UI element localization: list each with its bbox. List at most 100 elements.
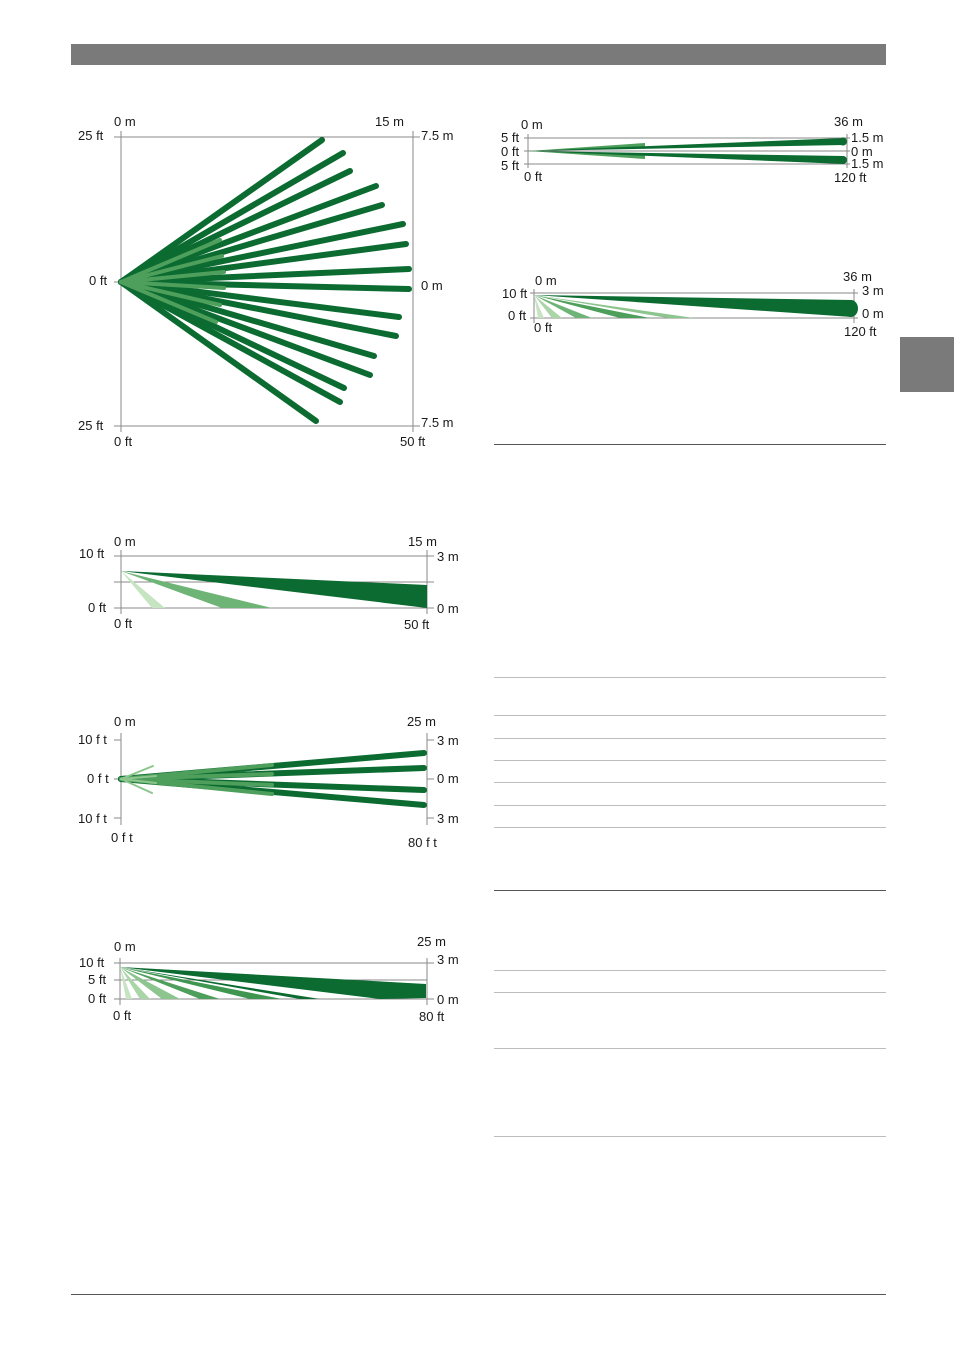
right-bottom-label: 3 m bbox=[437, 811, 459, 826]
table-rule bbox=[494, 1136, 886, 1137]
section-rule bbox=[494, 444, 886, 445]
zone-light bbox=[121, 571, 272, 608]
bottom-left-label: 0 ft bbox=[534, 320, 552, 335]
frame bbox=[524, 134, 850, 168]
zone-beam-mid-1 bbox=[119, 238, 222, 284]
zone-pale bbox=[121, 571, 165, 608]
wide-angle-top-view-svg: 0 m 15 m 25 ft 0 ft 25 ft 7.5 m 0 m 7.5 … bbox=[78, 114, 454, 449]
zone-beam-15 bbox=[118, 279, 343, 405]
bottom-left-label: 0 ft bbox=[114, 616, 132, 631]
detection-zones bbox=[118, 137, 412, 424]
zone-beam-12 bbox=[118, 279, 377, 359]
bottom-left-label: 0 ft bbox=[114, 434, 132, 449]
zone-beam-6 bbox=[118, 221, 406, 285]
top-right-label: 15 m bbox=[408, 534, 437, 549]
zone-beam-mid-3 bbox=[119, 270, 226, 284]
bottom-right-label: 50 ft bbox=[404, 617, 430, 632]
bottom-left-label: 0 ft bbox=[524, 169, 542, 184]
detection-zones bbox=[120, 967, 426, 999]
chapter-tab bbox=[900, 337, 954, 392]
wide-angle-side-view-svg: 0 m 15 m 10 ft 0 ft 3 m 0 m 0 ft 50 ft bbox=[79, 534, 459, 632]
zone-pale-1 bbox=[120, 967, 132, 999]
detection-zones bbox=[534, 295, 858, 318]
right-bottom-label: 0 m bbox=[437, 601, 459, 616]
zone-mid-2 bbox=[534, 295, 694, 318]
right-bottom-label: 0 m bbox=[862, 306, 884, 321]
zone-light bbox=[120, 967, 180, 999]
section-rule bbox=[494, 890, 886, 891]
zone-lower-dark bbox=[528, 151, 844, 164]
long-range-top-view-svg: 0 m 36 m 5 ft 0 ft 5 ft 1.5 m 0 m 1.5 m … bbox=[501, 114, 884, 185]
zone-beam-8 bbox=[118, 266, 412, 285]
table-rule bbox=[494, 677, 886, 678]
top-right-label: 25 m bbox=[407, 714, 436, 729]
table-rule bbox=[494, 1048, 886, 1049]
right-top-label: 3 m bbox=[862, 283, 884, 298]
bottom-right-label: 120 ft bbox=[844, 324, 877, 339]
zone-beam-near-4 bbox=[120, 778, 153, 794]
zone-pale-2 bbox=[534, 295, 562, 318]
top-left-label: 0 m bbox=[521, 117, 543, 132]
zone-beam-16 bbox=[118, 279, 319, 424]
table-rule bbox=[494, 715, 886, 716]
top-left-label: 0 m bbox=[114, 939, 136, 954]
top-left-label: 0 m bbox=[535, 273, 557, 288]
table-rule bbox=[494, 782, 886, 783]
zone-upper-end bbox=[839, 137, 847, 146]
right-top-label: 3 m bbox=[437, 733, 459, 748]
left-top-label: 10 ft bbox=[79, 546, 105, 561]
left-top-label: 5 ft bbox=[501, 130, 519, 145]
left-bottom-label: 0 ft bbox=[508, 308, 526, 323]
bottom-right-label: 80 f t bbox=[408, 835, 437, 850]
zone-beam-near-1 bbox=[120, 765, 154, 780]
right-bottom-label: 0 m bbox=[437, 992, 459, 1007]
bottom-left-label: 0 f t bbox=[111, 830, 133, 845]
zone-dark-end bbox=[844, 300, 858, 317]
mid-range-side-view-diagram: 0 m 25 m 10 ft 5 ft 0 ft 3 m 0 m 0 ft 80… bbox=[0, 930, 470, 1025]
zone-lower-mid bbox=[528, 151, 645, 159]
zone-beam-near-3 bbox=[120, 778, 157, 784]
bottom-right-label: 120 ft bbox=[834, 170, 867, 185]
left-bottom-label: 0 ft bbox=[88, 991, 106, 1006]
top-right-label: 36 m bbox=[834, 114, 863, 129]
detection-zones bbox=[528, 137, 847, 164]
table-rule bbox=[494, 805, 886, 806]
zone-dark bbox=[534, 295, 852, 317]
zone-pale-1 bbox=[534, 295, 544, 318]
table-rule bbox=[494, 738, 886, 739]
right-top-label: 3 m bbox=[437, 952, 459, 967]
detection-zones bbox=[121, 571, 427, 608]
left-mid-label: 0 f t bbox=[87, 771, 109, 786]
zone-beam-mid-2 bbox=[119, 254, 224, 284]
left-top-label: 10 ft bbox=[502, 286, 528, 301]
right-top-label: 1.5 m bbox=[851, 130, 884, 145]
left-top-label: 25 ft bbox=[78, 128, 104, 143]
zone-beam-near-2 bbox=[120, 775, 157, 780]
zone-upper-mid bbox=[528, 143, 645, 151]
zone-dark-1 bbox=[120, 967, 320, 999]
left-mid-label: 5 ft bbox=[88, 972, 106, 987]
zone-beam-10 bbox=[118, 279, 402, 320]
bottom-right-label: 80 ft bbox=[419, 1009, 445, 1024]
zone-pale-2 bbox=[120, 967, 150, 999]
bottom-left-label: 0 ft bbox=[113, 1008, 131, 1023]
mid-range-top-view-svg: 0 m 25 m 10 f t 0 f t 10 f t 3 m 0 m 3 m… bbox=[78, 714, 459, 850]
long-range-side-view-diagram: 0 m 36 m 10 ft 0 ft 3 m 0 m 0 ft 120 ft bbox=[480, 265, 900, 345]
zone-beam-2 bbox=[118, 150, 346, 285]
top-left-label: 0 m bbox=[114, 714, 136, 729]
zone-mid bbox=[534, 295, 650, 318]
zone-beam-1 bbox=[118, 137, 325, 285]
left-bottom-label: 10 f t bbox=[78, 811, 107, 826]
footer-rule bbox=[71, 1294, 886, 1295]
bottom-right-label: 50 ft bbox=[400, 434, 426, 449]
zone-beam-mid-5 bbox=[119, 280, 222, 307]
long-range-top-view-diagram: 0 m 36 m 5 ft 0 ft 5 ft 1.5 m 0 m 1.5 m … bbox=[480, 110, 900, 190]
header-bar bbox=[71, 44, 886, 65]
left-mid-label: 0 ft bbox=[501, 144, 519, 159]
left-top-label: 10 ft bbox=[79, 955, 105, 970]
frame bbox=[114, 733, 434, 825]
zone-mid-2 bbox=[120, 967, 282, 999]
wide-angle-top-view-diagram: 0 m 15 m 25 ft 0 ft 25 ft 7.5 m 0 m 7.5 … bbox=[0, 0, 470, 460]
zone-light bbox=[534, 295, 592, 318]
zone-beam-3 bbox=[118, 168, 353, 285]
